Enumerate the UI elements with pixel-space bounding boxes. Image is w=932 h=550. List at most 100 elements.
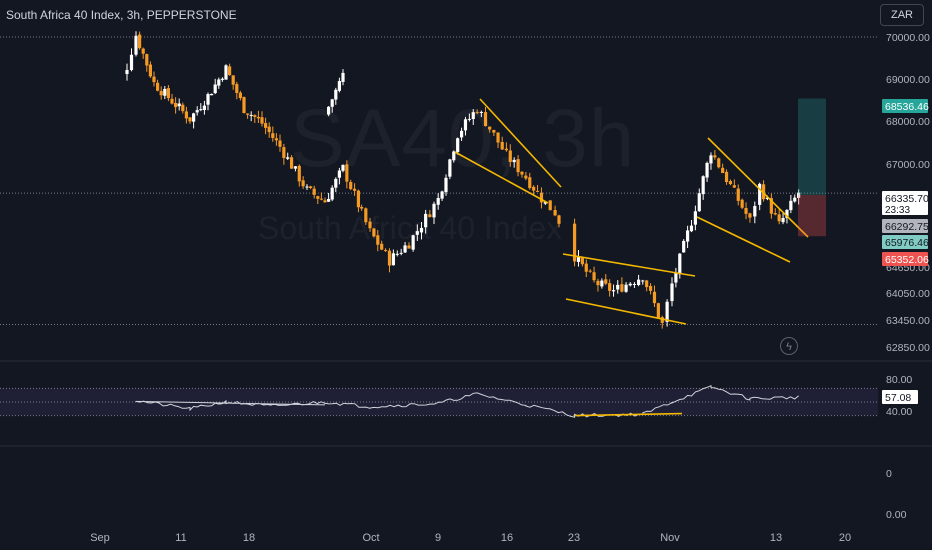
candle-body [125,69,129,75]
candle-body [444,177,448,193]
candle-body [656,303,660,318]
candle-body [231,75,235,85]
candle-body [206,94,210,105]
watermark-name: South Africa 40 Index [258,210,562,247]
candle-body [793,197,797,202]
candle-body [395,253,399,255]
candle-body [134,35,138,55]
time-axis-tick: Nov [660,532,680,544]
candle-body [352,188,357,191]
candle-body [376,235,380,245]
candle-body [383,250,388,252]
candle-body [334,89,338,100]
price-label-stop-text: 65352.06 [885,254,929,266]
trendline-lower-nov [696,216,791,263]
time-axis-tick: 13 [770,532,782,544]
currency-selector[interactable]: ZAR [880,4,924,26]
candle-body [504,148,508,151]
candle-body [641,280,645,282]
candle-body [368,221,372,229]
candle-body [380,243,384,250]
candle-body [271,133,275,139]
candle-body [660,317,664,323]
candle-body [184,111,188,119]
candle-body [732,185,736,188]
candle-body [713,155,717,158]
candle-body [387,250,392,266]
trendline-upper-wedge [562,253,696,277]
candle-body [496,132,500,143]
candle-body [665,301,669,322]
candle-body [548,200,552,211]
price-axis-tick: 64050.00 [886,288,930,300]
candle-body [267,126,271,133]
candle-body [628,283,632,286]
candle-body [705,162,709,178]
candle-body [721,167,725,174]
candle-body [407,245,411,249]
time-axis-tick: Sep [90,532,110,544]
watermark-symbol: SA40, 3h [290,92,635,186]
candle-body [636,279,641,285]
candle-body [224,65,228,80]
trendline-upper-nov [707,137,809,238]
rsi-axis-tick: 40.00 [886,406,912,418]
candle-body [356,190,361,208]
candle-body [260,117,264,124]
price-label-current [882,235,928,249]
candle-body [528,177,532,189]
time-axis-tick: 20 [839,532,851,544]
candle-body [539,192,544,203]
candle-body [769,198,773,214]
candle-body [761,184,766,200]
candle-body [246,113,250,115]
candle-body [500,142,504,150]
candle-body [217,79,221,86]
price-label-target [882,99,928,113]
bolt-icon[interactable]: ϟ [780,337,798,355]
candle-body [424,213,428,228]
candle-body [297,165,301,182]
price-label-stop [882,252,928,266]
candle-body [177,103,181,107]
candle-body [138,34,142,49]
candle-body [148,64,152,77]
candle-body [419,227,424,233]
time-axis-tick: 11 [175,532,186,544]
candle-body [744,207,748,214]
candle-body [785,209,789,218]
candle-body [330,99,334,107]
symbol-title[interactable]: South Africa 40 Index, 3h, PEPPERSTONE [6,8,237,22]
candle-body [192,113,196,122]
candle-body [697,193,701,212]
candle-body [278,140,282,147]
candle-body [327,106,331,115]
rsi-axis-tick: 0.00 [886,509,907,521]
time-axis-tick: Oct [362,532,379,544]
candle-body [319,198,323,200]
candle-body [535,190,540,192]
candle-body [235,84,239,93]
candle-body [334,178,338,188]
rsi-value-label [882,390,918,404]
trendline-lower-wedge [565,298,687,325]
candle-body [753,206,757,217]
candle-body [648,285,653,291]
candle-body [282,147,286,158]
candle-body [316,196,320,199]
candle-body [488,126,492,130]
price-axis-tick: 62850.00 [886,342,930,354]
candle-body [604,279,608,284]
candle-body [345,164,349,182]
candle-body [682,240,686,253]
countdown-text: 23:33 [885,205,910,216]
candle-body [553,209,557,216]
candle-body [483,112,488,127]
rsi-trendline [574,412,683,417]
candle-body [293,166,298,169]
candle-body [748,213,752,218]
candle-body [411,235,415,250]
candle-body [632,283,637,285]
time-axis-tick: 16 [501,532,513,544]
